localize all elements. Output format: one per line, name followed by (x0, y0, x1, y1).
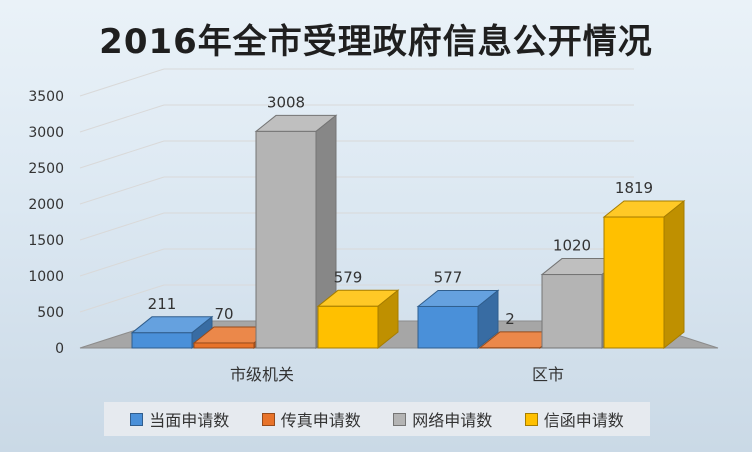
y-tick-label: 2000 (28, 197, 64, 213)
bar-s0-0 (131, 332, 193, 349)
legend-label: 信函申请数 (543, 411, 624, 430)
legend-swatch (393, 412, 407, 426)
legend-item: 传真申请数 (261, 407, 361, 431)
legend-swatch (261, 412, 275, 426)
data-label: 3008 (267, 93, 305, 111)
y-tick-label: 1500 (28, 233, 64, 249)
x-category-label: 市级机关 (230, 365, 294, 384)
legend-swatch (130, 412, 144, 426)
y-tick-label: 1000 (28, 269, 64, 285)
data-label: 577 (434, 268, 463, 286)
bar-side-s3-1 (663, 199, 685, 350)
data-label: 579 (334, 268, 363, 286)
bar-s2-0 (255, 130, 317, 349)
gridline-side (79, 212, 165, 241)
bar-s3-0 (317, 305, 379, 349)
gridline-side (79, 284, 165, 313)
legend-item: 网络申请数 (393, 407, 492, 431)
legend-label: 网络申请数 (412, 411, 493, 430)
gridline-side (79, 176, 165, 205)
y-tick-label: 2500 (28, 161, 64, 177)
legend-item: 当面申请数 (130, 407, 229, 431)
data-label: 2 (505, 310, 515, 328)
bar-s1-0 (193, 342, 255, 349)
chart-title: 2016年全市受理政府信息公开情况 (99, 22, 653, 62)
gridline-side (79, 140, 165, 169)
y-tick-label: 0 (55, 341, 64, 357)
legend-swatch (524, 412, 538, 426)
x-category-label: 区市 (532, 365, 564, 384)
legend-label: 传真申请数 (280, 411, 361, 430)
bar-s0-1 (417, 305, 479, 349)
data-label: 1020 (553, 237, 591, 255)
gridline-side (79, 68, 165, 97)
data-label: 211 (148, 295, 177, 313)
y-tick-label: 500 (37, 305, 64, 321)
bar-s3-1 (603, 216, 665, 349)
gridline-side (79, 104, 165, 133)
y-tick-label: 3000 (28, 125, 64, 141)
gridline-side (79, 248, 165, 277)
legend: 当面申请数 传真申请数 网络申请数 信函申请数 (104, 402, 650, 436)
data-label: 1819 (615, 179, 653, 197)
y-tick-label: 3500 (28, 89, 64, 105)
data-label: 70 (214, 305, 233, 323)
legend-label: 当面申请数 (149, 411, 230, 430)
bar-s2-1 (541, 274, 603, 349)
legend-item: 信函申请数 (524, 407, 624, 431)
